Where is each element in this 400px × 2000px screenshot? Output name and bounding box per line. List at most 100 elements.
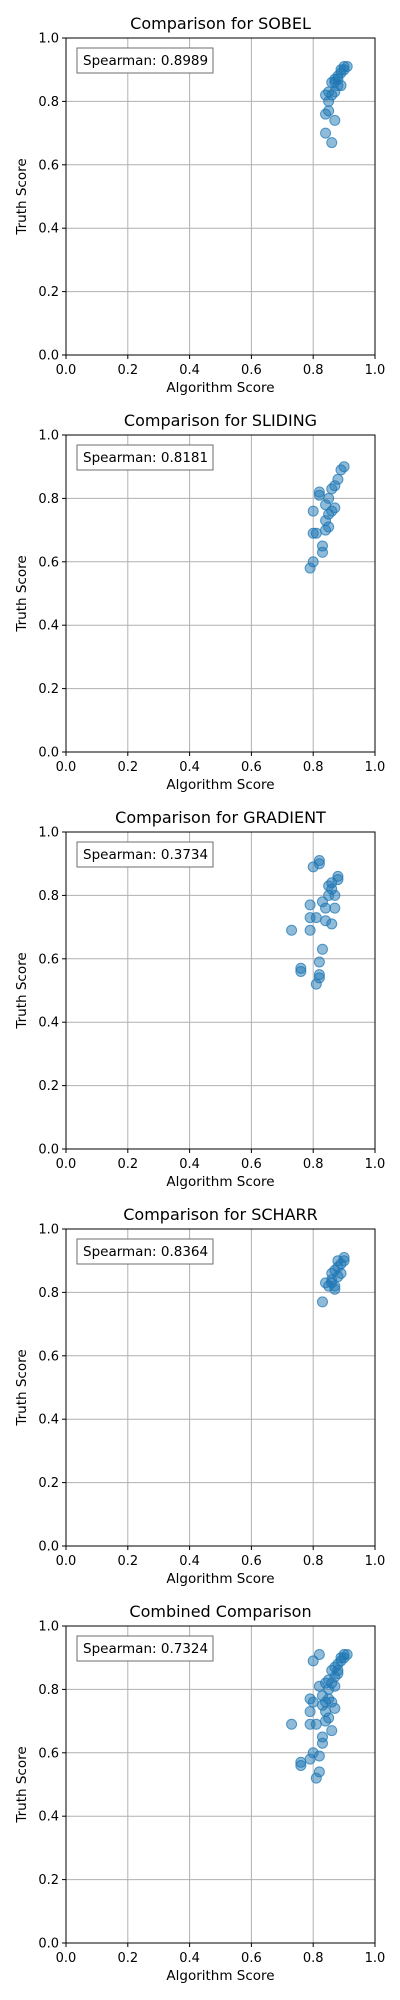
data-point [313, 1649, 325, 1661]
data-point [316, 1296, 328, 1308]
y-axis-label: Truth Score [14, 1746, 30, 1823]
chart-title: Comparison for SOBEL [130, 14, 311, 33]
data-point [329, 1680, 341, 1692]
spearman-annotation: Spearman: 0.7324 [83, 1641, 208, 1657]
data-point [286, 1718, 298, 1730]
data-point [304, 1706, 316, 1718]
x-tick-label: 0.2 [117, 1157, 138, 1172]
x-tick-label: 0.8 [303, 363, 324, 378]
data-point [326, 918, 338, 930]
data-point [338, 1252, 350, 1264]
y-tick-label: 0.2 [38, 682, 59, 697]
y-tick-label: 1.0 [38, 1620, 59, 1635]
x-tick-label: 0.6 [241, 1951, 262, 1966]
x-tick-label: 0.2 [117, 760, 138, 775]
x-tick-label: 0.0 [56, 760, 77, 775]
x-axis-label: Algorithm Score [166, 1174, 274, 1190]
data-point [307, 1696, 319, 1708]
chart-title: Comparison for GRADIENT [115, 808, 326, 827]
annotation-box [76, 1238, 214, 1265]
spearman-annotation: Spearman: 0.8364 [83, 1244, 208, 1260]
data-point [295, 965, 307, 977]
y-tick-label: 0.4 [38, 1810, 59, 1825]
y-tick-label: 0.4 [38, 619, 59, 634]
y-tick-label: 0.8 [38, 95, 59, 110]
plot-frame [65, 831, 376, 1150]
chart-title: Combined Comparison [129, 1602, 311, 1621]
y-tick-label: 0.6 [38, 952, 59, 967]
y-tick-label: 0.6 [38, 1746, 59, 1761]
y-tick-label: 0.6 [38, 158, 59, 173]
data-point [338, 461, 350, 473]
x-tick-label: 0.2 [117, 363, 138, 378]
data-point [313, 1750, 325, 1762]
data-point [332, 874, 344, 886]
spearman-annotation: Spearman: 0.8181 [83, 450, 208, 466]
x-tick-label: 0.4 [179, 1554, 200, 1569]
data-point [316, 1731, 328, 1743]
data-point [307, 505, 319, 517]
spearman-annotation: Spearman: 0.8989 [83, 53, 208, 69]
y-tick-label: 1.0 [38, 1223, 59, 1238]
annotation-box [76, 47, 214, 74]
spearman-annotation: Spearman: 0.3734 [83, 847, 208, 863]
data-point [323, 1712, 335, 1724]
chart-0: 0.0 0.2 0.4 0.6 0.8 1.0 0.0 0.2 0.4 0.6 0.8 1.0 Comp… [14, 14, 385, 396]
data-point [326, 137, 338, 149]
data-point [310, 1718, 322, 1730]
y-tick-label: 1.0 [38, 32, 59, 47]
data-point [316, 1699, 328, 1711]
y-tick-label: 0.4 [38, 1016, 59, 1031]
y-tick-label: 0.0 [38, 1937, 59, 1952]
data-point [307, 556, 319, 568]
data-point [326, 1725, 338, 1737]
x-tick-label: 0.8 [303, 1554, 324, 1569]
data-point [329, 902, 341, 914]
y-tick-label: 1.0 [38, 826, 59, 841]
data-point [286, 924, 298, 936]
x-tick-label: 0.8 [303, 1157, 324, 1172]
y-tick-label: 0.8 [38, 889, 59, 904]
data-point [329, 114, 341, 126]
y-tick-label: 0.2 [38, 285, 59, 300]
chart-4: 0.0 0.2 0.4 0.6 0.8 1.0 0.0 0.2 0.4 0.6 0.8 1.0 Comb… [14, 1602, 385, 1984]
x-tick-label: 0.6 [241, 363, 262, 378]
chart-2: 0.0 0.2 0.4 0.6 0.8 1.0 0.0 0.2 0.4 0.6 0.8 1.0 Comp… [14, 808, 385, 1190]
y-tick-label: 0.0 [38, 746, 59, 761]
y-tick-label: 0.2 [38, 1476, 59, 1491]
y-tick-label: 0.6 [38, 555, 59, 570]
x-tick-label: 0.8 [303, 1951, 324, 1966]
y-axis-label: Truth Score [14, 952, 30, 1029]
y-tick-label: 0.8 [38, 492, 59, 507]
data-point [335, 80, 347, 92]
x-tick-label: 0.2 [117, 1951, 138, 1966]
data-point [323, 105, 335, 117]
data-point [323, 492, 335, 504]
plot-frame [65, 1625, 376, 1944]
data-point [329, 889, 341, 901]
y-tick-label: 0.2 [38, 1873, 59, 1888]
x-tick-label: 0.6 [241, 1157, 262, 1172]
x-axis-label: Algorithm Score [166, 777, 274, 793]
x-tick-label: 0.8 [303, 760, 324, 775]
data-point [295, 1759, 307, 1771]
data-point [332, 1664, 344, 1676]
chart-title: Comparison for SLIDING [124, 411, 317, 430]
y-axis-label: Truth Score [14, 1349, 30, 1426]
y-tick-label: 0.0 [38, 1540, 59, 1555]
data-point [323, 521, 335, 533]
x-axis-label: Algorithm Score [166, 1968, 274, 1984]
chart-1: 0.0 0.2 0.4 0.6 0.8 1.0 0.0 0.2 0.4 0.6 0.8 1.0 Comp… [14, 411, 385, 793]
data-point [313, 858, 325, 870]
data-point [313, 1766, 325, 1778]
data-point [313, 969, 325, 981]
y-axis-label: Truth Score [14, 555, 30, 632]
data-point [313, 486, 325, 498]
x-tick-label: 0.0 [56, 1157, 77, 1172]
plot-frame [65, 1228, 376, 1547]
plot-frame [65, 37, 376, 356]
y-tick-label: 0.0 [38, 1143, 59, 1158]
x-tick-label: 1.0 [365, 1157, 386, 1172]
y-tick-label: 1.0 [38, 429, 59, 444]
